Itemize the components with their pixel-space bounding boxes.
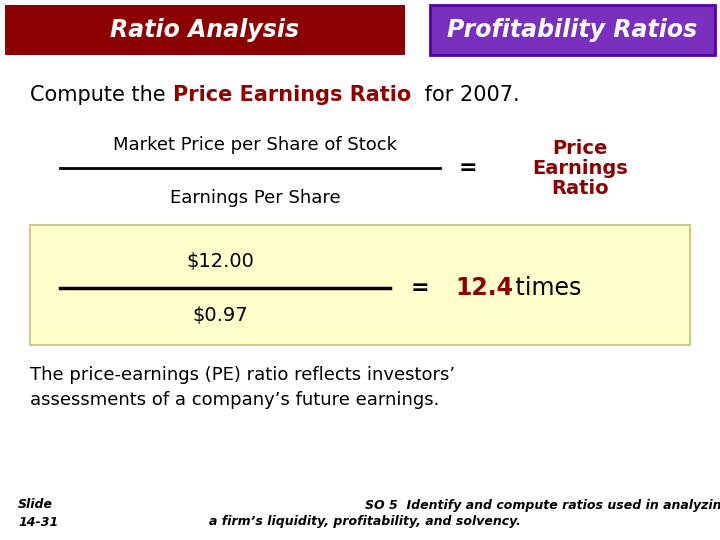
Bar: [430, 5, 715, 55]
Text: Earnings: Earnings: [532, 159, 628, 178]
Text: =: =: [459, 158, 477, 178]
Text: a firm’s liquidity, profitability, and solvency.: a firm’s liquidity, profitability, and s…: [209, 516, 521, 529]
Bar: [5, 5, 405, 55]
Text: Earnings Per Share: Earnings Per Share: [170, 189, 341, 207]
Text: Price: Price: [552, 138, 608, 158]
Text: Market Price per Share of Stock: Market Price per Share of Stock: [113, 136, 397, 154]
Text: times: times: [508, 276, 581, 300]
Text: Compute the: Compute the: [30, 85, 172, 105]
Text: 12.4: 12.4: [455, 276, 513, 300]
Text: =: =: [410, 278, 429, 298]
Text: The price-earnings (PE) ratio reflects investors’: The price-earnings (PE) ratio reflects i…: [30, 366, 455, 384]
Text: for 2007.: for 2007.: [418, 85, 520, 105]
Text: 14-31: 14-31: [18, 516, 58, 529]
Text: assessments of a company’s future earnings.: assessments of a company’s future earnin…: [30, 391, 439, 409]
Text: Ratio: Ratio: [552, 179, 609, 198]
Text: $0.97: $0.97: [192, 306, 248, 325]
Text: Ratio Analysis: Ratio Analysis: [110, 18, 300, 42]
Text: $12.00: $12.00: [186, 253, 254, 272]
Text: Slide: Slide: [18, 498, 53, 511]
Text: Profitability Ratios: Profitability Ratios: [447, 18, 697, 42]
Text: SO 5  Identify and compute ratios used in analyzing: SO 5 Identify and compute ratios used in…: [365, 498, 720, 511]
Bar: [30, 225, 690, 345]
Text: Price Earnings Ratio: Price Earnings Ratio: [173, 85, 411, 105]
